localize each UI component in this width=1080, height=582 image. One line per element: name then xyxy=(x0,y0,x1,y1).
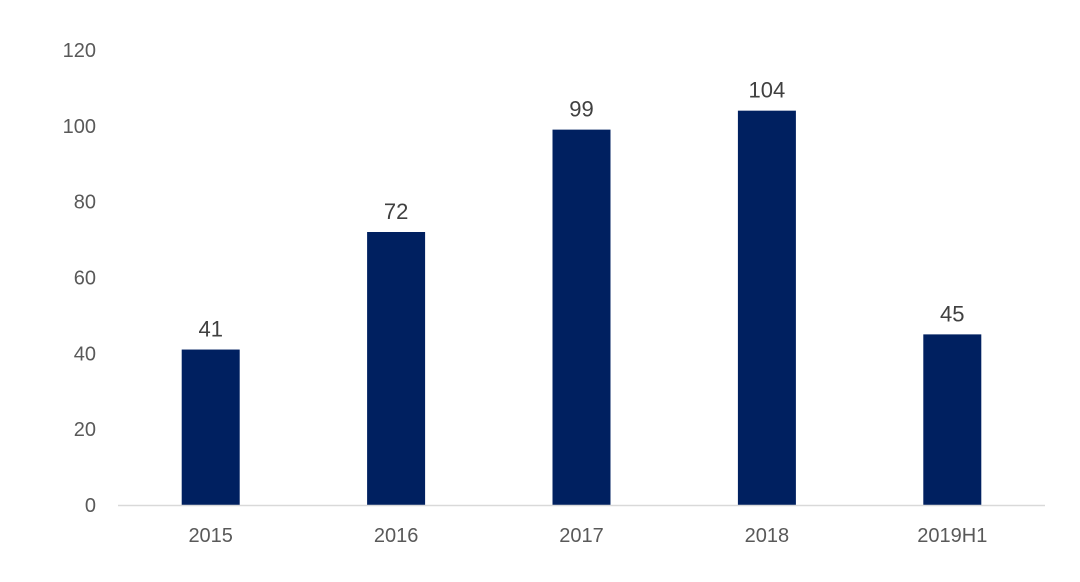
data-label: 104 xyxy=(749,78,786,103)
bar-2019h1 xyxy=(923,334,982,505)
x-tick-label: 2018 xyxy=(745,525,790,547)
y-tick-label: 40 xyxy=(74,343,96,365)
x-tick-label: 2019H1 xyxy=(917,525,987,547)
data-label: 72 xyxy=(384,199,408,224)
y-tick-label: 120 xyxy=(63,40,96,62)
y-tick-label: 80 xyxy=(74,192,96,214)
x-tick-label: 2017 xyxy=(559,525,604,547)
x-tick-label: 2016 xyxy=(374,525,419,547)
bar-2016 xyxy=(367,232,426,505)
x-tick-label: 2015 xyxy=(188,525,233,547)
bar-2015 xyxy=(181,349,240,505)
data-labels-group: 41 72 99 104 45 xyxy=(198,78,964,342)
y-tick-label: 20 xyxy=(74,419,96,441)
data-label: 99 xyxy=(569,97,593,122)
y-tick-label: 100 xyxy=(63,116,96,138)
data-label: 41 xyxy=(198,317,222,342)
bars-group xyxy=(181,110,982,506)
bar-2017 xyxy=(552,129,611,505)
y-tick-label: 0 xyxy=(85,495,96,517)
x-axis-ticks: 2015 2016 2017 2018 2019H1 xyxy=(188,525,987,547)
bar-2018 xyxy=(737,110,796,506)
y-tick-label: 60 xyxy=(74,268,96,290)
data-label: 45 xyxy=(940,301,964,326)
y-axis-ticks: 0 20 40 60 80 100 120 xyxy=(63,40,96,517)
